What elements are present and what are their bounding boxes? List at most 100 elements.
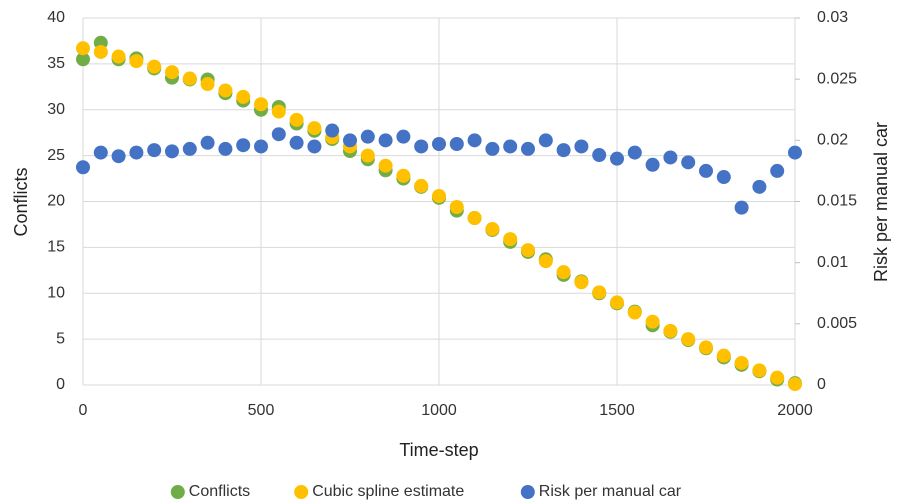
point xyxy=(734,355,749,370)
point xyxy=(289,112,304,127)
point xyxy=(521,243,535,258)
x-tick-label: 2000 xyxy=(777,402,813,419)
point xyxy=(165,65,179,80)
x-tick-label: 500 xyxy=(248,402,275,419)
point xyxy=(254,139,268,154)
y2-tick-label: 0.015 xyxy=(817,193,857,210)
point xyxy=(663,150,678,165)
y-tick-label: 40 xyxy=(47,9,65,26)
point xyxy=(699,340,713,355)
point xyxy=(343,133,357,148)
point xyxy=(360,129,375,144)
point xyxy=(129,54,144,69)
legend-label: Conflicts xyxy=(189,483,250,500)
point xyxy=(788,377,802,392)
point xyxy=(414,178,429,193)
point xyxy=(574,275,589,290)
point xyxy=(218,141,233,156)
point xyxy=(503,232,518,247)
point xyxy=(627,305,642,320)
point xyxy=(467,133,482,148)
point xyxy=(681,155,696,170)
point xyxy=(165,144,179,159)
legend-marker xyxy=(294,485,309,499)
y-axis-title: Conflicts xyxy=(11,167,31,236)
y2-axis-title: Risk per manual car xyxy=(871,122,891,282)
point xyxy=(218,83,233,98)
point xyxy=(378,158,393,173)
point xyxy=(467,211,482,226)
point xyxy=(592,285,607,300)
point xyxy=(681,332,696,347)
point xyxy=(378,133,393,148)
point xyxy=(414,139,429,154)
point xyxy=(556,143,571,158)
point xyxy=(645,157,660,172)
y2-tick-label: 0.005 xyxy=(817,315,857,332)
point xyxy=(538,133,553,148)
point xyxy=(236,89,251,104)
point xyxy=(76,52,90,67)
point xyxy=(76,160,90,175)
y-tick-label: 35 xyxy=(47,55,65,72)
y-tick-label: 15 xyxy=(47,239,65,256)
point xyxy=(449,200,464,215)
point xyxy=(449,137,464,152)
point xyxy=(271,104,286,119)
x-axis-title: Time-step xyxy=(399,440,478,460)
x-tick-label: 1500 xyxy=(599,402,635,419)
y-tick-label: 25 xyxy=(47,147,65,164)
point xyxy=(770,163,785,178)
y2-tick-label: 0.01 xyxy=(817,254,848,271)
point xyxy=(752,363,767,378)
point xyxy=(182,141,197,156)
point xyxy=(111,149,126,164)
point xyxy=(556,265,571,280)
point xyxy=(307,139,322,154)
point xyxy=(254,97,268,112)
point xyxy=(93,145,108,160)
point xyxy=(716,170,731,185)
point xyxy=(147,59,162,74)
y-tick-label: 5 xyxy=(56,330,65,347)
point xyxy=(396,168,411,183)
point xyxy=(716,348,731,363)
point xyxy=(574,139,589,154)
point xyxy=(111,49,126,64)
point xyxy=(521,141,535,156)
y2-tick-label: 0.02 xyxy=(817,132,848,149)
point xyxy=(610,295,624,310)
point xyxy=(129,145,144,160)
point xyxy=(289,135,304,150)
point xyxy=(236,138,251,153)
y-tick-label: 30 xyxy=(47,101,65,118)
point xyxy=(93,44,108,59)
y-tick-label: 10 xyxy=(47,284,65,301)
point xyxy=(485,141,500,156)
y2-tick-label: 0 xyxy=(817,376,826,393)
point xyxy=(360,148,375,163)
point xyxy=(432,137,446,152)
point xyxy=(396,129,411,144)
point xyxy=(610,151,624,166)
point xyxy=(271,127,286,142)
legend-marker xyxy=(520,485,535,499)
y-tick-label: 20 xyxy=(47,193,65,210)
point xyxy=(182,71,197,86)
point xyxy=(307,121,322,136)
point xyxy=(200,135,215,150)
point xyxy=(788,145,802,160)
legend-label: Risk per manual car xyxy=(539,483,682,500)
point xyxy=(503,139,518,154)
x-tick-label: 1000 xyxy=(421,402,457,419)
point xyxy=(699,163,713,178)
point xyxy=(770,370,785,385)
point xyxy=(752,179,767,194)
point xyxy=(592,148,607,163)
y-tick-label: 0 xyxy=(56,376,65,393)
point xyxy=(76,41,90,56)
legend-label: Cubic spline estimate xyxy=(312,483,464,500)
point xyxy=(627,145,642,160)
